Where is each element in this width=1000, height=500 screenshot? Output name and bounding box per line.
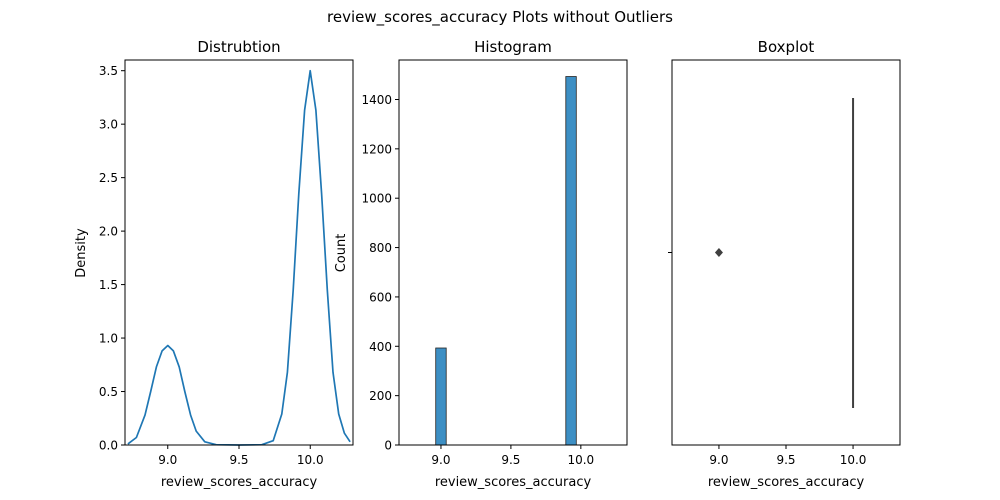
histogram-ytick-label: 1000 <box>361 192 392 206</box>
kde-axes-frame <box>124 59 354 446</box>
histogram-ylabel: Count <box>334 234 349 273</box>
boxplot-xtick-label: 9.5 <box>776 453 795 467</box>
histogram-xlabel: review_scores_accuracy <box>435 475 592 490</box>
boxplot-outlier-marker <box>714 248 723 257</box>
kde-panel: Distrubtion 9.0 9.5 10.0 0.0 0.5 1.0 1.5 2.0 2.5… <box>74 38 354 490</box>
kde-xlabel: review_scores_accuracy <box>161 475 318 490</box>
kde-ytick-label: 2.5 <box>99 171 118 185</box>
histogram-ytick-label: 400 <box>369 340 392 354</box>
kde-ytick-label: 3.5 <box>99 64 118 78</box>
kde-title: Distrubtion <box>197 38 280 56</box>
kde-density-line <box>127 69 351 446</box>
histogram-xtick-label: 10.0 <box>567 453 594 467</box>
boxplot-xlabel: review_scores_accuracy <box>708 475 865 490</box>
histogram-ytick-label: 1200 <box>361 142 392 156</box>
boxplot-title: Boxplot <box>758 38 815 56</box>
histogram-xtick-label: 9.5 <box>501 453 520 467</box>
kde-ytick-label: 1.5 <box>99 278 118 292</box>
kde-ylabel: Density <box>74 228 89 278</box>
kde-ytick-label: 2.0 <box>99 225 118 239</box>
histogram-panel: Histogram 9.0 9.5 10.0 0 200 400 600 800 1000 120… <box>334 38 628 490</box>
histogram-bar <box>565 76 577 446</box>
kde-ytick-label: 0.0 <box>99 439 118 453</box>
histogram-axes-frame <box>398 59 628 446</box>
kde-xtick-label: 9.0 <box>158 453 177 467</box>
boxplot-panel: Boxplot 9.0 9.5 10.0 review_scores_accurac… <box>668 38 901 490</box>
histogram-bar <box>435 347 447 446</box>
kde-ytick-label: 0.5 <box>99 385 118 399</box>
histogram-xtick-label: 9.0 <box>431 453 450 467</box>
histogram-ytick-label: 600 <box>369 290 392 304</box>
histogram-ytick-label: 0 <box>384 439 392 453</box>
figure-suptitle: review_scores_accuracy Plots without Out… <box>327 8 673 27</box>
boxplot-xtick-label: 10.0 <box>840 453 867 467</box>
kde-xtick-label: 9.5 <box>229 453 248 467</box>
boxplot-axes-frame <box>671 59 901 446</box>
histogram-ytick-label: 1400 <box>361 93 392 107</box>
kde-ytick-label: 1.0 <box>99 332 118 346</box>
histogram-title: Histogram <box>474 38 552 56</box>
boxplot-xtick-label: 9.0 <box>709 453 728 467</box>
histogram-ytick-label: 200 <box>369 389 392 403</box>
histogram-ytick-label: 800 <box>369 241 392 255</box>
kde-ytick-label: 3.0 <box>99 118 118 132</box>
kde-xtick-label: 10.0 <box>297 453 324 467</box>
